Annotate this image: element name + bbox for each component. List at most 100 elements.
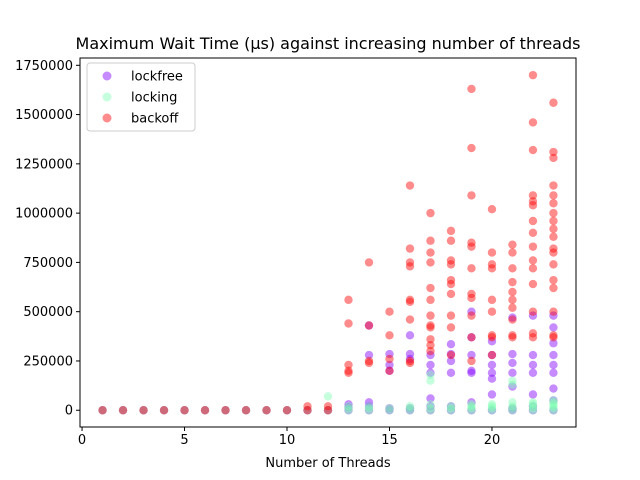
data-point-lockfree bbox=[549, 384, 558, 393]
data-point-backoff bbox=[508, 277, 517, 287]
data-point-backoff bbox=[487, 331, 497, 340]
data-point-lockfree bbox=[385, 366, 394, 376]
data-point-locking bbox=[426, 406, 435, 415]
data-point-backoff bbox=[221, 406, 230, 415]
data-point-lockfree bbox=[405, 331, 415, 340]
data-point-lockfree bbox=[508, 382, 517, 391]
data-point-locking bbox=[139, 406, 148, 415]
data-point-lockfree bbox=[180, 406, 189, 415]
data-point-backoff bbox=[139, 406, 148, 415]
data-point-lockfree bbox=[487, 390, 497, 399]
data-point-backoff bbox=[467, 289, 476, 299]
data-point-locking bbox=[282, 406, 292, 415]
data-point-backoff bbox=[487, 350, 497, 360]
data-point-lockfree bbox=[508, 349, 517, 359]
data-point-backoff bbox=[549, 244, 558, 253]
data-point-backoff bbox=[549, 153, 558, 163]
data-point-backoff bbox=[528, 256, 538, 265]
data-point-backoff bbox=[528, 307, 538, 316]
data-point-backoff bbox=[426, 321, 435, 330]
data-point-backoff bbox=[405, 262, 415, 271]
data-point-backoff bbox=[528, 191, 538, 200]
data-point-locking bbox=[426, 370, 435, 379]
data-point-lockfree bbox=[549, 396, 558, 405]
data-point-locking bbox=[303, 406, 312, 415]
data-point-locking bbox=[323, 406, 333, 415]
data-point-locking bbox=[528, 404, 538, 413]
data-point-locking bbox=[344, 402, 353, 411]
data-point-backoff bbox=[528, 333, 538, 342]
data-point-lockfree bbox=[426, 394, 435, 403]
data-point-backoff bbox=[118, 406, 128, 415]
data-point-lockfree bbox=[467, 398, 476, 407]
data-point-backoff bbox=[467, 143, 476, 153]
x-tick-label: 20 bbox=[484, 433, 501, 448]
data-point-backoff bbox=[549, 224, 558, 234]
data-point-locking bbox=[364, 402, 374, 411]
x-tick-label: 5 bbox=[180, 433, 188, 448]
data-point-backoff bbox=[405, 358, 415, 368]
x-tick-label: 10 bbox=[279, 433, 296, 448]
data-point-locking bbox=[549, 398, 558, 407]
data-point-backoff bbox=[549, 216, 558, 226]
data-point-lockfree bbox=[364, 321, 374, 330]
data-point-backoff bbox=[180, 406, 189, 415]
y-tick-label: 1250000 bbox=[15, 157, 73, 172]
data-point-backoff bbox=[508, 315, 517, 324]
data-point-locking bbox=[467, 400, 476, 409]
data-point-lockfree bbox=[549, 406, 558, 415]
data-point-backoff bbox=[549, 275, 558, 285]
data-point-lockfree bbox=[528, 350, 538, 360]
x-tick-label: 0 bbox=[78, 433, 86, 448]
x-tick-label: 15 bbox=[381, 433, 398, 448]
data-point-lockfree bbox=[364, 406, 374, 415]
data-point-backoff bbox=[549, 147, 558, 157]
y-tick-label: 750000 bbox=[23, 256, 73, 271]
data-point-lockfree bbox=[549, 323, 558, 332]
data-point-backoff bbox=[549, 333, 558, 342]
data-point-lockfree bbox=[262, 406, 271, 415]
data-point-backoff bbox=[385, 354, 394, 364]
data-point-backoff bbox=[405, 258, 415, 267]
data-point-backoff bbox=[241, 406, 251, 415]
data-point-locking bbox=[508, 406, 517, 415]
data-point-lockfree bbox=[364, 350, 374, 360]
legend-marker-locking bbox=[102, 92, 112, 102]
data-point-backoff bbox=[528, 70, 538, 80]
data-point-backoff bbox=[549, 98, 558, 107]
data-point-lockfree bbox=[549, 368, 558, 377]
data-point-lockfree bbox=[508, 313, 517, 322]
data-point-backoff bbox=[344, 319, 353, 328]
data-point-backoff bbox=[426, 258, 435, 267]
data-point-backoff bbox=[508, 333, 517, 342]
data-point-lockfree bbox=[446, 340, 456, 349]
data-point-lockfree bbox=[528, 311, 538, 320]
data-point-locking bbox=[200, 406, 210, 415]
data-point-backoff bbox=[446, 279, 456, 289]
data-point-locking bbox=[426, 404, 435, 413]
data-point-backoff bbox=[528, 145, 538, 155]
data-point-locking bbox=[549, 404, 558, 413]
data-point-lockfree bbox=[467, 307, 476, 316]
data-point-backoff bbox=[528, 197, 538, 206]
data-point-backoff bbox=[405, 315, 415, 324]
data-point-backoff bbox=[549, 307, 558, 316]
data-point-backoff bbox=[528, 264, 538, 273]
data-point-locking bbox=[241, 406, 251, 415]
data-point-backoff bbox=[549, 331, 558, 340]
data-point-backoff bbox=[528, 118, 538, 127]
data-point-locking bbox=[487, 406, 497, 415]
data-point-lockfree bbox=[344, 403, 353, 412]
data-point-backoff bbox=[528, 216, 538, 226]
data-point-backoff bbox=[487, 295, 497, 305]
data-point-backoff bbox=[446, 226, 456, 236]
data-point-locking bbox=[528, 406, 538, 415]
data-point-backoff bbox=[549, 283, 558, 293]
data-point-lockfree bbox=[405, 354, 415, 364]
data-point-backoff bbox=[344, 295, 353, 305]
data-point-lockfree bbox=[323, 406, 333, 415]
data-point-lockfree bbox=[98, 406, 107, 415]
data-point-backoff bbox=[426, 208, 435, 218]
data-point-backoff bbox=[467, 238, 476, 247]
data-point-backoff bbox=[98, 406, 107, 415]
